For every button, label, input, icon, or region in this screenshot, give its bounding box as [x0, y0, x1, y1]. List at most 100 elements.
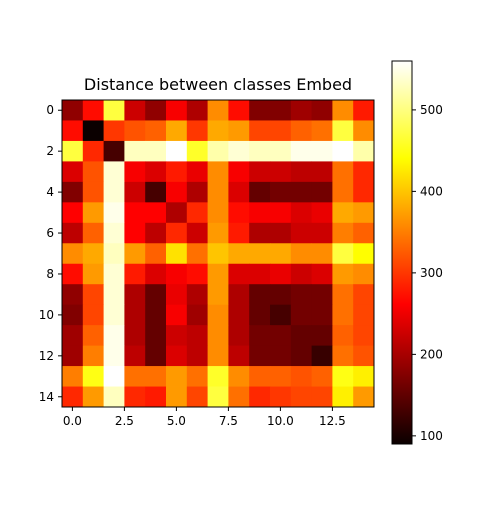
heatmap-cell — [311, 345, 333, 367]
heatmap-cell — [186, 120, 208, 142]
heatmap-cell — [124, 345, 146, 367]
heatmap-cell — [290, 263, 312, 285]
heatmap-cell — [82, 222, 104, 244]
heatmap-cell — [270, 222, 292, 244]
y-axis: 0 2 4 6 8 10 12 14 — [39, 103, 62, 404]
heatmap-cell — [311, 243, 333, 265]
heatmap-cell — [103, 284, 125, 306]
heatmap-cell — [353, 140, 375, 162]
heatmap-cell — [186, 243, 208, 265]
heatmap-cell — [186, 386, 208, 408]
heatmap-cell — [270, 161, 292, 183]
heatmap-cell — [124, 181, 146, 203]
heatmap-cell — [270, 325, 292, 346]
heatmap-cell — [103, 263, 125, 285]
heatmap-cell — [332, 304, 354, 326]
heatmap-cell — [270, 366, 292, 387]
heatmap-cell — [166, 161, 188, 183]
heatmap-cell — [62, 161, 84, 183]
heatmap-cell — [311, 366, 333, 387]
heatmap-cell — [124, 202, 146, 224]
heatmap-cell — [249, 120, 271, 142]
heatmap-cell — [145, 386, 167, 408]
heatmap-cell — [332, 181, 354, 203]
heatmap-cell — [249, 366, 271, 387]
heatmap-cell — [249, 161, 271, 183]
heatmap-cell — [249, 386, 271, 408]
heatmap-cell — [62, 243, 84, 265]
heatmap-cell — [228, 304, 250, 326]
heatmap-cell — [290, 345, 312, 367]
y-tick-label: 8 — [46, 267, 54, 281]
heatmap-cell — [103, 243, 125, 265]
heatmap-cell — [82, 345, 104, 367]
heatmap-cell — [186, 345, 208, 367]
y-tick-label: 0 — [46, 103, 54, 117]
heatmap-cell — [145, 284, 167, 306]
heatmap-cell — [228, 181, 250, 203]
heatmap-cell — [124, 120, 146, 142]
heatmap-cell — [62, 222, 84, 244]
colorbar: 100 200 300 400 500 — [391, 60, 443, 445]
y-tick-label: 10 — [39, 308, 54, 322]
heatmap-cell — [228, 284, 250, 306]
heatmap-cell — [353, 263, 375, 285]
colorbar-tick-label: 400 — [420, 184, 443, 198]
heatmap-cell — [103, 345, 125, 367]
heatmap-cell — [290, 100, 312, 121]
heatmap-cell — [103, 202, 125, 224]
heatmap-cell — [290, 366, 312, 387]
heatmap-cell — [311, 100, 333, 121]
heatmap-cell — [103, 140, 125, 162]
heatmap-cell — [103, 181, 125, 203]
heatmap-cell — [353, 325, 375, 346]
heatmap-cell — [332, 345, 354, 367]
heatmap-cell — [62, 284, 84, 306]
colorbar-gradient — [391, 60, 413, 445]
heatmap-cell — [290, 222, 312, 244]
heatmap-cell — [103, 161, 125, 183]
heatmap-cell — [166, 304, 188, 326]
heatmap-cell — [290, 202, 312, 224]
heatmap-cell — [270, 140, 292, 162]
heatmap-cell — [62, 263, 84, 285]
heatmap-cell — [82, 140, 104, 162]
heatmap-cell — [332, 263, 354, 285]
heatmap-cell — [82, 202, 104, 224]
heatmap-cell — [166, 140, 188, 162]
heatmap-cell — [249, 345, 271, 367]
heatmap-cell — [249, 100, 271, 121]
heatmap-cell — [332, 243, 354, 265]
heatmap-cell — [82, 263, 104, 285]
y-tick-label: 14 — [39, 390, 54, 404]
heatmap-cell — [145, 366, 167, 387]
heatmap-cell — [62, 120, 84, 142]
heatmap-cell — [353, 386, 375, 408]
heatmap-cell — [228, 161, 250, 183]
x-tick-label: 2.5 — [115, 414, 134, 428]
heatmap-cell — [166, 366, 188, 387]
heatmap-cell — [311, 161, 333, 183]
heatmap-cell — [207, 304, 229, 326]
heatmap-cell — [166, 284, 188, 306]
heatmap-cell — [62, 345, 84, 367]
heatmap-cell — [353, 202, 375, 224]
colorbar-tick-label: 200 — [420, 347, 443, 361]
heatmap-cell — [62, 366, 84, 387]
y-tick-label: 2 — [46, 144, 54, 158]
heatmap-cell — [103, 325, 125, 346]
heatmap-cell — [186, 181, 208, 203]
heatmap-cell — [166, 325, 188, 346]
heatmap-cell — [353, 161, 375, 183]
heatmap-cell — [290, 386, 312, 408]
heatmap-cell — [207, 325, 229, 346]
heatmap-cell — [311, 222, 333, 244]
heatmap-cell — [207, 243, 229, 265]
heatmap-cell — [145, 100, 167, 121]
heatmap-cell — [145, 161, 167, 183]
heatmap-cell — [103, 366, 125, 387]
heatmap-cell — [145, 304, 167, 326]
heatmap-cell — [290, 304, 312, 326]
heatmap-cell — [332, 161, 354, 183]
x-tick-label: 5.0 — [167, 414, 186, 428]
